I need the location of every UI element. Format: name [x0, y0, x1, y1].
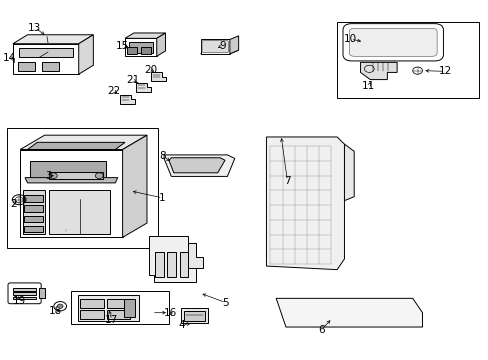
FancyBboxPatch shape — [348, 28, 436, 56]
Bar — [6, 128, 158, 248]
FancyBboxPatch shape — [342, 24, 443, 61]
Text: 9: 9 — [219, 41, 225, 50]
Polygon shape — [25, 177, 118, 183]
Polygon shape — [125, 39, 157, 56]
Bar — [179, 252, 188, 277]
Bar — [181, 309, 207, 323]
Polygon shape — [229, 36, 238, 54]
Polygon shape — [122, 135, 147, 237]
Circle shape — [57, 304, 63, 309]
Bar — [167, 252, 176, 277]
Bar — [78, 295, 139, 320]
Circle shape — [49, 173, 57, 179]
Text: 7: 7 — [284, 176, 290, 186]
Text: 19: 19 — [13, 296, 26, 306]
Text: 16: 16 — [163, 309, 177, 318]
Text: 10: 10 — [344, 34, 357, 44]
Bar — [30, 161, 105, 180]
Bar — [13, 297, 36, 300]
Bar — [24, 226, 42, 232]
Text: 20: 20 — [144, 64, 157, 75]
Circle shape — [95, 173, 103, 179]
Polygon shape — [13, 44, 79, 74]
Text: r: r — [64, 228, 66, 233]
Polygon shape — [13, 35, 93, 44]
Polygon shape — [200, 40, 229, 54]
Text: 5: 5 — [222, 298, 229, 308]
Text: 21: 21 — [126, 75, 140, 85]
Polygon shape — [276, 298, 422, 327]
Text: 4: 4 — [179, 320, 185, 330]
Polygon shape — [27, 142, 125, 149]
Text: 13: 13 — [28, 23, 41, 33]
Text: 2: 2 — [10, 199, 17, 209]
Polygon shape — [125, 33, 165, 39]
Text: 22: 22 — [107, 86, 120, 96]
Polygon shape — [188, 243, 203, 268]
Bar — [49, 172, 103, 179]
Bar — [336, 22, 478, 98]
Bar — [18, 62, 35, 71]
Polygon shape — [20, 135, 147, 149]
Bar — [107, 310, 130, 319]
FancyBboxPatch shape — [202, 41, 228, 53]
Bar — [49, 190, 110, 234]
Polygon shape — [200, 50, 238, 54]
Text: 17: 17 — [105, 315, 118, 325]
Circle shape — [54, 302, 66, 311]
Bar — [80, 310, 103, 319]
Bar — [107, 300, 130, 308]
Text: 8: 8 — [159, 150, 165, 161]
Polygon shape — [136, 83, 151, 92]
Polygon shape — [79, 35, 93, 74]
Polygon shape — [20, 149, 122, 237]
Bar — [183, 311, 205, 321]
Bar — [13, 292, 36, 295]
Polygon shape — [19, 48, 73, 58]
Text: 12: 12 — [438, 66, 451, 76]
Polygon shape — [266, 137, 344, 270]
Bar — [129, 42, 153, 53]
Polygon shape — [157, 33, 165, 56]
Polygon shape — [120, 95, 135, 104]
Polygon shape — [151, 72, 165, 81]
Polygon shape — [168, 158, 224, 173]
Bar — [155, 252, 163, 277]
Bar — [13, 288, 36, 291]
Text: 15: 15 — [116, 41, 129, 50]
Polygon shape — [163, 155, 234, 176]
FancyBboxPatch shape — [8, 283, 41, 304]
Text: 14: 14 — [3, 53, 16, 63]
Text: 6: 6 — [318, 325, 324, 335]
Bar — [24, 206, 42, 212]
Text: 11: 11 — [362, 81, 375, 91]
Text: 1: 1 — [159, 193, 165, 203]
Bar — [124, 299, 135, 317]
Bar — [24, 195, 42, 202]
Bar — [80, 300, 103, 308]
Bar — [22, 190, 44, 234]
Polygon shape — [360, 62, 396, 80]
Bar — [24, 216, 42, 222]
Text: 3: 3 — [45, 171, 52, 181]
Bar — [141, 47, 151, 54]
Bar — [127, 47, 137, 54]
Polygon shape — [344, 144, 353, 201]
Bar — [42, 62, 59, 71]
Bar — [71, 291, 168, 324]
Bar — [39, 288, 44, 298]
Text: 18: 18 — [49, 306, 62, 316]
Polygon shape — [149, 235, 195, 282]
